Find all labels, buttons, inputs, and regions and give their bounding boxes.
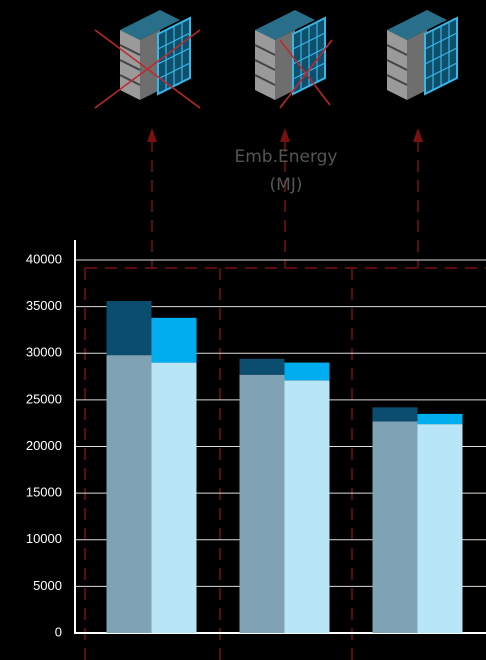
y-tick-label: 15000 <box>26 485 62 500</box>
y-tick-label: 40000 <box>26 251 62 266</box>
building-icons <box>94 9 458 109</box>
bar-segment <box>106 355 152 633</box>
bar-segment <box>284 362 330 381</box>
chart-title: Emb.Energy (MJ) <box>234 147 338 195</box>
bar-segment <box>417 424 463 633</box>
y-tick-label: 35000 <box>26 298 62 313</box>
bar-segment <box>151 317 197 363</box>
bar-segment <box>284 380 330 633</box>
bar-segment <box>239 374 285 633</box>
bar-segment <box>106 301 152 356</box>
y-tick-label: 20000 <box>26 438 62 453</box>
bar-segment <box>372 421 418 633</box>
y-tick-label: 30000 <box>26 345 62 360</box>
bar-segment <box>151 362 197 633</box>
y-tick-label: 10000 <box>26 531 62 546</box>
y-tick-label: 25000 <box>26 391 62 406</box>
dashed-guides <box>84 128 486 660</box>
bar-segment <box>372 407 418 422</box>
y-tick-label: 5000 <box>33 578 62 593</box>
bar-segment <box>417 413 463 425</box>
y-tick-label: 0 <box>55 624 62 639</box>
bar-segment <box>239 358 285 375</box>
